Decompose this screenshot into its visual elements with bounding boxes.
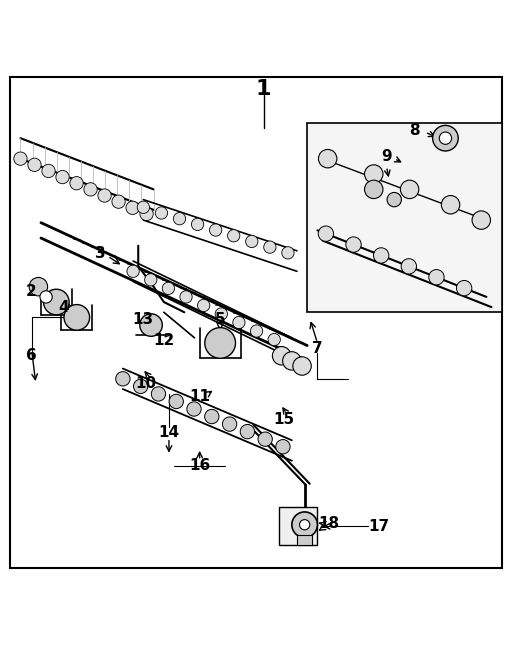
Text: 8: 8 [410,123,420,138]
Text: 5: 5 [215,312,225,328]
Circle shape [456,281,472,296]
Circle shape [180,291,192,303]
Circle shape [42,164,55,177]
Circle shape [137,201,150,213]
Circle shape [227,230,240,242]
Circle shape [282,246,294,259]
Text: 6: 6 [27,348,37,363]
Text: 1: 1 [256,79,271,99]
Circle shape [318,150,337,168]
Circle shape [441,195,460,214]
Text: 2: 2 [26,284,36,299]
Circle shape [268,333,281,346]
Circle shape [292,512,317,537]
Text: 13: 13 [133,312,154,328]
Bar [307,123,502,312]
Circle shape [126,201,139,215]
Circle shape [215,308,227,320]
Text: 16: 16 [189,459,210,473]
Circle shape [264,241,276,253]
Text: 18: 18 [318,516,340,531]
Circle shape [365,180,383,199]
Circle shape [258,432,272,446]
Circle shape [144,273,157,286]
Circle shape [56,170,69,184]
Circle shape [373,248,389,263]
Circle shape [401,259,417,274]
Circle shape [14,152,27,165]
Circle shape [134,379,148,393]
Circle shape [222,417,237,432]
Circle shape [276,439,290,454]
Circle shape [205,410,219,424]
Circle shape [40,291,52,303]
Circle shape [140,207,153,221]
Circle shape [116,372,130,386]
Circle shape [162,283,175,295]
Circle shape [70,177,83,190]
Circle shape [112,195,125,208]
Circle shape [127,265,139,277]
Circle shape [400,180,419,199]
Text: 3: 3 [95,246,105,261]
Text: 15: 15 [273,412,295,427]
Circle shape [174,213,186,225]
Text: 11: 11 [189,389,210,404]
Circle shape [140,314,162,336]
Text: 10: 10 [135,377,157,392]
Circle shape [318,226,334,241]
Circle shape [28,158,41,172]
Circle shape [387,192,401,207]
Circle shape [205,328,236,359]
Circle shape [44,289,69,315]
Circle shape [98,189,111,202]
Text: 9: 9 [381,148,392,164]
Circle shape [272,346,291,365]
Circle shape [233,316,245,329]
Text: 12: 12 [153,333,175,348]
Circle shape [151,387,165,401]
Text: 4: 4 [59,300,69,315]
Circle shape [246,235,258,248]
Circle shape [346,237,361,252]
Circle shape [198,299,210,312]
FancyBboxPatch shape [10,77,502,568]
Circle shape [84,183,97,196]
Circle shape [155,207,167,219]
Circle shape [187,402,201,416]
Circle shape [64,304,90,330]
Text: 17: 17 [369,519,390,534]
Text: 14: 14 [158,425,180,440]
Bar [279,507,317,545]
Circle shape [429,270,444,285]
Circle shape [250,325,263,337]
Circle shape [472,211,490,230]
Circle shape [365,165,383,183]
Text: 7: 7 [312,341,323,355]
Circle shape [169,394,183,409]
Circle shape [209,224,222,236]
Circle shape [433,125,458,151]
Circle shape [240,424,254,439]
Circle shape [439,132,452,144]
Circle shape [29,277,48,296]
Circle shape [283,352,301,370]
Bar [297,535,312,545]
Circle shape [191,218,204,230]
Circle shape [300,520,310,530]
Circle shape [293,357,311,375]
